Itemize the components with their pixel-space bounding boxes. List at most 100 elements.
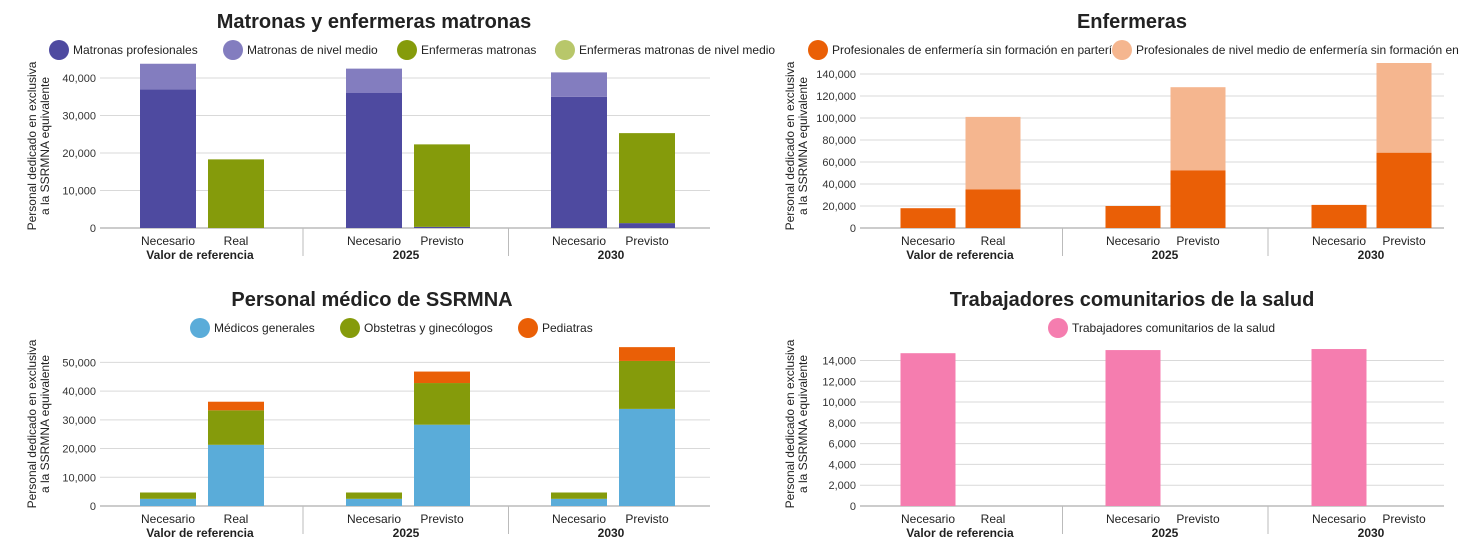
y-tick-label: 20,000 — [62, 444, 96, 456]
bar-segment[interactable] — [208, 159, 264, 228]
y-axis-title-line: Personal dedicado en exclusiva — [783, 61, 797, 230]
y-axis-title-line: a la SSRMNA equivalente — [38, 77, 52, 215]
y-tick-label: 0 — [90, 501, 96, 513]
x-tick-label: Real — [981, 234, 1006, 248]
bar-segment[interactable] — [208, 401, 264, 411]
bar-segment[interactable] — [140, 63, 196, 90]
bar-segment[interactable] — [346, 492, 402, 499]
y-tick-label: 20,000 — [822, 201, 856, 213]
bar-segment[interactable] — [619, 360, 675, 409]
legend-item[interactable]: Matronas profesionales — [49, 40, 198, 60]
group-label: Valor de referencia — [146, 526, 254, 537]
y-tick-label: 2,000 — [828, 480, 856, 492]
y-tick-label: 6,000 — [828, 439, 856, 451]
bar-segment[interactable] — [619, 347, 675, 361]
bar-segment[interactable] — [414, 424, 470, 506]
y-tick-label: 10,000 — [822, 397, 856, 409]
group-label: 2025 — [1152, 526, 1179, 537]
bar-segment[interactable] — [1311, 349, 1367, 506]
bar-segment[interactable] — [551, 498, 607, 506]
bar-segment[interactable] — [346, 93, 402, 228]
chart-title: Enfermeras — [1077, 11, 1187, 33]
x-tick-label: Previsto — [1382, 234, 1426, 248]
bar-segment[interactable] — [619, 408, 675, 506]
group-label: 2025 — [393, 248, 420, 262]
bar-segment[interactable] — [1170, 170, 1226, 228]
x-tick-label: Real — [224, 512, 249, 526]
legend-item[interactable]: Médicos generales — [190, 318, 315, 338]
bar-segment[interactable] — [619, 223, 675, 228]
bar-segment[interactable] — [346, 68, 402, 93]
chart-1: Matronas y enfermeras matronas Matronas p… — [25, 11, 775, 262]
legend-item[interactable]: Profesionales de nivel medio de enfermer… — [1112, 40, 1459, 60]
bar-segment[interactable] — [551, 492, 607, 499]
y-tick-label: 12,000 — [822, 376, 856, 388]
x-tick-label: Previsto — [625, 512, 669, 526]
bar-segment[interactable] — [140, 498, 196, 506]
group-label: 2025 — [1152, 248, 1179, 262]
x-tick-label: Necesario — [1106, 234, 1160, 248]
y-tick-label: 4,000 — [828, 459, 856, 471]
bar-segment[interactable] — [414, 144, 470, 227]
legend-item[interactable]: Profesionales de enfermería sin formació… — [808, 40, 1119, 60]
group-label: 2030 — [1358, 248, 1385, 262]
bar-segment[interactable] — [414, 371, 470, 384]
bar-segment[interactable] — [346, 498, 402, 506]
legend-swatch — [49, 40, 69, 60]
legend-swatch — [190, 318, 210, 338]
y-axis-title: Personal dedicado en exclusivaa la SSRMN… — [783, 339, 810, 508]
y-tick-label: 0 — [850, 223, 856, 235]
bar-segment[interactable] — [1170, 87, 1226, 171]
chart-3: Personal médico de SSRMNA Médicos general… — [25, 289, 710, 537]
y-tick-label: 100,000 — [816, 113, 856, 125]
legend-swatch — [1048, 318, 1068, 338]
bar-segment[interactable] — [414, 226, 470, 228]
bar-segment[interactable] — [208, 410, 264, 445]
legend-swatch — [518, 318, 538, 338]
legend-item[interactable]: Enfermeras matronas — [397, 40, 536, 60]
y-tick-label: 120,000 — [816, 91, 856, 103]
legend-item[interactable]: Obstetras y ginecólogos — [340, 318, 493, 338]
legend-item[interactable]: Matronas de nivel medio — [223, 40, 378, 60]
x-tick-label: Real — [224, 234, 249, 248]
bar-segment[interactable] — [1376, 152, 1432, 228]
bar-segment[interactable] — [900, 208, 956, 228]
bar-segment[interactable] — [965, 189, 1021, 229]
x-tick-label: Previsto — [420, 512, 464, 526]
bar-segment[interactable] — [414, 383, 470, 425]
legend-item[interactable]: Pediatras — [518, 318, 593, 338]
y-axis-title: Personal dedicado en exclusivaa la SSRMN… — [25, 61, 52, 230]
x-tick-label: Necesario — [552, 234, 606, 248]
bar-segment[interactable] — [1105, 350, 1161, 506]
bar-segment[interactable] — [1376, 63, 1432, 153]
chart-title: Personal médico de SSRMNA — [231, 289, 512, 311]
y-tick-label: 14,000 — [822, 355, 856, 367]
bar-segment[interactable] — [208, 444, 264, 506]
legend-label: Médicos generales — [214, 321, 315, 335]
bar-segment[interactable] — [551, 72, 607, 97]
bar-segment[interactable] — [619, 133, 675, 224]
legend-swatch — [555, 40, 575, 60]
y-tick-label: 30,000 — [62, 111, 96, 123]
bar-segment[interactable] — [900, 353, 956, 506]
bar-segment[interactable] — [1105, 206, 1161, 228]
legend-swatch — [223, 40, 243, 60]
y-tick-label: 0 — [90, 223, 96, 235]
bar-segment[interactable] — [1311, 204, 1367, 228]
x-tick-label: Necesario — [901, 512, 955, 526]
x-tick-label: Necesario — [347, 512, 401, 526]
bar-segment[interactable] — [140, 89, 196, 228]
x-tick-label: Necesario — [552, 512, 606, 526]
legend-label: Enfermeras matronas de nivel medio — [579, 43, 775, 57]
y-axis-title-line: Personal dedicado en exclusiva — [25, 339, 39, 508]
x-tick-label: Previsto — [1176, 234, 1220, 248]
x-tick-label: Previsto — [625, 234, 669, 248]
legend-label: Profesionales de nivel medio de enfermer… — [1136, 43, 1459, 57]
legend-item[interactable]: Trabajadores comunitarios de la salud — [1048, 318, 1275, 338]
legend-label: Enfermeras matronas — [421, 43, 536, 57]
bar-segment[interactable] — [551, 96, 607, 228]
x-tick-label: Necesario — [1106, 512, 1160, 526]
bar-segment[interactable] — [140, 492, 196, 499]
bar-segment[interactable] — [965, 116, 1021, 190]
legend-item[interactable]: Enfermeras matronas de nivel medio — [555, 40, 775, 60]
